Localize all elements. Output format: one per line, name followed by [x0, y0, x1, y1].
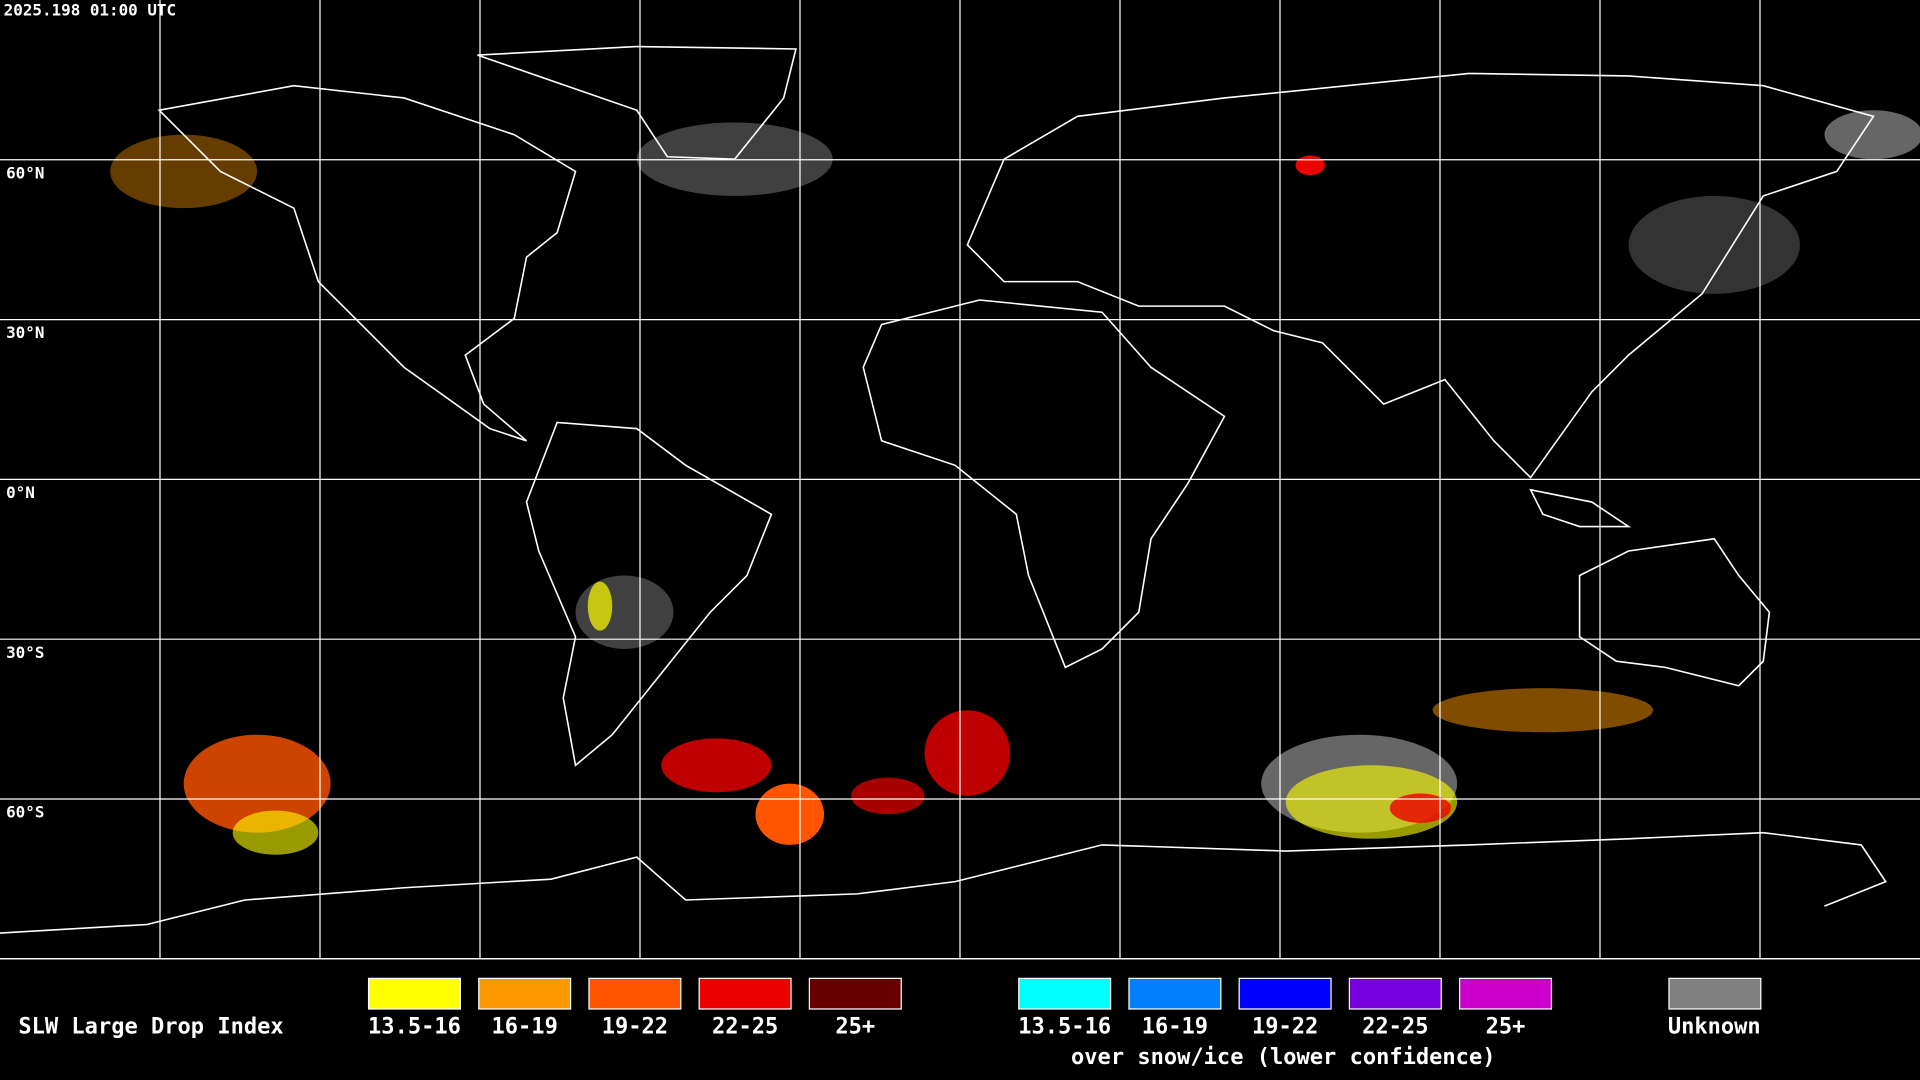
legend-label: 13.5-16 — [1018, 1014, 1111, 1039]
coastline — [1529, 488, 1632, 528]
legend-label: 13.5-16 — [368, 1014, 461, 1039]
legend-title: SLW Large Drop Index — [18, 1014, 283, 1039]
latitude-label: 30°S — [6, 643, 44, 662]
legend-swatch — [588, 977, 682, 1010]
legend-swatch — [367, 977, 462, 1010]
legend: SLW Large Drop Index over snow/ice (lowe… — [18, 977, 1762, 1070]
latitude-label: 0°N — [6, 483, 35, 502]
legend-label: 16-19 — [1142, 1014, 1208, 1039]
coastline — [0, 831, 1887, 934]
cloud-patch — [924, 710, 1011, 796]
coastline — [525, 421, 773, 767]
legend-swatch — [1018, 977, 1112, 1010]
legend-label: 22-25 — [1362, 1014, 1428, 1039]
legend-swatch — [1128, 977, 1222, 1010]
legend-swatch — [1348, 977, 1442, 1010]
cloud-patch — [1628, 195, 1800, 294]
coastline — [966, 72, 1875, 479]
legend-label: 22-25 — [712, 1014, 778, 1039]
legend-label: Unknown — [1668, 1014, 1761, 1039]
cloud-patch — [587, 581, 613, 631]
latitude-labels: 60°N 30°N 0°N 30°S 60°S — [6, 163, 44, 821]
latitude-label: 30°N — [6, 323, 44, 342]
latitude-label: 60°N — [6, 163, 44, 182]
legend-swatch — [478, 977, 572, 1010]
latitude-label: 60°S — [6, 803, 44, 822]
legend-swatch — [808, 977, 902, 1010]
legend-swatch — [1238, 977, 1332, 1010]
cloud-patch — [232, 810, 319, 855]
coastline — [477, 45, 797, 160]
legend-label: 19-22 — [1252, 1014, 1318, 1039]
cloud-patch — [851, 777, 925, 815]
legend-label: 25+ — [835, 1014, 875, 1039]
legend-swatch — [698, 977, 792, 1010]
legend-swatch — [1668, 977, 1762, 1010]
coastline — [1578, 537, 1771, 687]
cloud-patch — [1295, 155, 1325, 176]
legend-note: over snow/ice (lower confidence) — [1071, 1045, 1495, 1070]
legend-label: 25+ — [1486, 1014, 1526, 1039]
cloud-patch — [1432, 688, 1654, 733]
coastline — [157, 84, 577, 442]
cloud-patch — [755, 783, 825, 845]
cloud-patch — [183, 734, 331, 833]
cloud-fields — [110, 110, 1920, 855]
timestamp: 2025.198 01:00 UTC — [4, 1, 176, 20]
legend-label: 16-19 — [492, 1014, 558, 1039]
legend-label: 19-22 — [602, 1014, 668, 1039]
cloud-patch — [1389, 793, 1452, 823]
cloud-patch — [661, 738, 772, 793]
cloud-patch — [1824, 110, 1920, 160]
legend-swatch — [1458, 977, 1553, 1010]
cloud-patch — [110, 134, 258, 209]
graticule — [0, 0, 1920, 960]
